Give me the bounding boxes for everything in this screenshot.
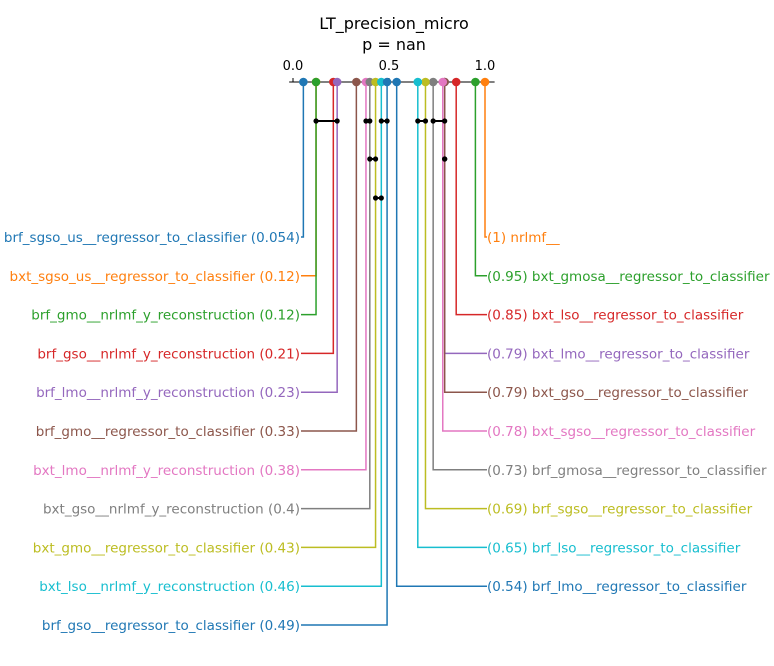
tick-label: 1.0 bbox=[475, 59, 496, 74]
method-point bbox=[332, 77, 342, 87]
method-point bbox=[421, 77, 430, 87]
method-line bbox=[474, 82, 487, 277]
method-label-left: bxt_gmo__regressor_to_classifier (0.43) bbox=[33, 540, 300, 556]
method-point bbox=[471, 77, 480, 87]
chart-title: LT_precision_micro bbox=[319, 14, 469, 34]
method-label-left: brf_gmo__nrlmf_y_reconstruction (0.12) bbox=[31, 308, 300, 324]
clique-dot bbox=[442, 156, 448, 162]
method-point bbox=[428, 77, 438, 87]
method-label-right: (0.54) brf_lmo__regressor_to_classifier bbox=[487, 579, 747, 595]
chart-subtitle: p = nan bbox=[362, 35, 426, 54]
clique-dot bbox=[430, 118, 436, 124]
method-point bbox=[382, 77, 392, 87]
method-line bbox=[443, 82, 487, 355]
clique-dot bbox=[372, 195, 379, 201]
method-line bbox=[301, 82, 377, 549]
method-lines bbox=[301, 82, 487, 626]
clique-dot bbox=[384, 118, 390, 124]
method-line bbox=[442, 82, 487, 432]
method-label-left: bxt_lmo__nrlmf_y_reconstruction (0.38) bbox=[33, 463, 300, 479]
method-point bbox=[311, 77, 321, 87]
method-label-left: bxt_sgso_us__regressor_to_classifier (0.… bbox=[10, 269, 300, 285]
method-label-right: (0.73) brf_gmosa__regressor_to_classifie… bbox=[487, 463, 767, 479]
tick-label: 0.5 bbox=[379, 59, 400, 74]
method-labels: brf_sgso_us__regressor_to_classifier (0.… bbox=[4, 230, 770, 634]
clique-dot bbox=[313, 118, 319, 124]
method-line bbox=[443, 82, 487, 393]
method-line bbox=[301, 82, 367, 471]
method-point bbox=[480, 77, 490, 87]
clique-dot bbox=[367, 156, 373, 162]
method-label-left: brf_gso__regressor_to_classifier (0.49) bbox=[42, 618, 300, 634]
method-point bbox=[352, 77, 361, 87]
method-point bbox=[413, 77, 423, 87]
method-label-left: bxt_gso__nrlmf_y_reconstruction (0.4) bbox=[43, 502, 300, 518]
method-line bbox=[301, 82, 335, 355]
clique-dot bbox=[378, 118, 384, 124]
method-label-left: brf_lmo__nrlmf_y_reconstruction (0.23) bbox=[36, 385, 300, 401]
method-line bbox=[455, 82, 487, 316]
tick-label: 0.0 bbox=[283, 59, 304, 74]
method-line bbox=[301, 82, 358, 432]
clique-bars bbox=[313, 118, 448, 201]
clique-dot bbox=[372, 156, 379, 162]
clique-dot bbox=[334, 118, 340, 124]
method-label-right: (0.85) bxt_lso__regressor_to_classifier bbox=[487, 308, 744, 324]
method-line bbox=[301, 82, 383, 587]
method-point bbox=[451, 77, 461, 87]
method-point bbox=[438, 77, 448, 87]
method-label-left: bxt_lso__nrlmf_y_reconstruction (0.46) bbox=[39, 579, 300, 595]
method-line bbox=[301, 82, 305, 238]
method-label-right: (0.69) brf_sgso__regressor_to_classifier bbox=[487, 502, 753, 518]
method-line bbox=[395, 82, 487, 587]
method-point bbox=[392, 77, 401, 87]
method-line bbox=[417, 82, 487, 549]
method-line bbox=[301, 82, 338, 393]
method-line bbox=[301, 82, 371, 510]
method-label-right: (1) nrlmf__ bbox=[487, 230, 560, 246]
clique-dot bbox=[415, 118, 421, 124]
method-point bbox=[299, 77, 308, 87]
method-line bbox=[301, 82, 317, 316]
method-label-right: (0.79) bxt_lmo__regressor_to_classifier bbox=[487, 346, 750, 362]
method-line bbox=[432, 82, 487, 471]
clique-dot bbox=[422, 118, 429, 124]
clique-dot bbox=[378, 195, 384, 201]
method-line bbox=[301, 82, 388, 626]
method-label-left: brf_sgso_us__regressor_to_classifier (0.… bbox=[4, 230, 300, 246]
method-label-left: brf_gso__nrlmf_y_reconstruction (0.21) bbox=[37, 346, 300, 362]
method-label-right: (0.78) bxt_sgso__regressor_to_classifier bbox=[487, 424, 756, 440]
method-label-right: (0.95) bxt_gmosa__regressor_to_classifie… bbox=[487, 269, 770, 285]
method-label-right: (0.65) brf_lso__regressor_to_classifier bbox=[487, 540, 741, 556]
method-points bbox=[299, 77, 490, 87]
clique-dot bbox=[367, 118, 373, 124]
clique-dot bbox=[442, 118, 448, 124]
method-line bbox=[484, 82, 487, 238]
method-label-right: (0.79) bxt_gso__regressor_to_classifier bbox=[487, 385, 749, 401]
method-line bbox=[424, 82, 487, 510]
method-label-left: brf_gmo__regressor_to_classifier (0.33) bbox=[36, 424, 300, 440]
clique-dot bbox=[363, 118, 369, 124]
